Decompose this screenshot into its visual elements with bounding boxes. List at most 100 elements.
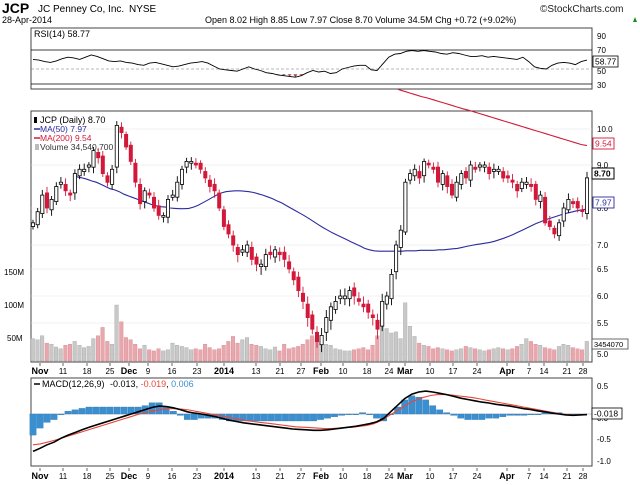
price-tick-6: 6.0 <box>597 292 609 301</box>
volume-bar <box>67 344 72 362</box>
volume-bar <box>212 349 217 362</box>
macd-hist-bar <box>366 413 373 415</box>
volume-bar <box>300 344 305 362</box>
chart-date: 28-Apr-2014 <box>2 15 52 25</box>
macd-hist-bar <box>183 413 191 420</box>
candle-body <box>571 201 576 205</box>
volume-bar <box>63 345 68 362</box>
candle-body <box>510 179 515 183</box>
x-axis-label: 7 <box>527 367 532 376</box>
price-tick-6-5: 6.5 <box>597 265 609 274</box>
price-legend: JCP (Daily) 8.70 MA(50) 7.97 MA(200) 9.5… <box>34 115 114 152</box>
macd-hist-bar <box>113 406 121 415</box>
volume-bar <box>417 342 422 362</box>
volume-bar <box>114 304 119 362</box>
candle-body <box>352 287 357 297</box>
macd-hist-bar <box>436 409 444 415</box>
candle-body <box>49 198 54 211</box>
candle-body <box>454 181 459 198</box>
macd-hist-bar <box>422 399 430 415</box>
macd-hist-bar <box>338 413 345 416</box>
candle-body <box>249 246 254 260</box>
candle-body <box>175 181 180 198</box>
macd-hist-bar <box>254 413 261 422</box>
macd-hist-bar <box>43 413 51 423</box>
candle-body <box>128 144 133 162</box>
candle-body <box>324 317 329 333</box>
volume-bars <box>30 302 589 362</box>
candle-body <box>431 166 436 170</box>
volume-bar <box>175 345 180 362</box>
volume-bar <box>375 335 380 362</box>
macd-hist-bar <box>352 413 359 415</box>
candle-body <box>300 292 305 302</box>
volume-bar <box>380 326 385 362</box>
macd-hist-bar <box>64 411 72 415</box>
x-axis-label: 24 <box>385 367 394 376</box>
x-axis-label: 24 <box>473 367 482 376</box>
candle-legend-icon <box>34 117 37 123</box>
volume-bar <box>156 348 161 362</box>
rsi-label: RSI(14) 58.77 <box>34 29 90 39</box>
volume-bar <box>95 335 100 362</box>
volume-bar <box>533 344 538 362</box>
volume-bar <box>352 349 357 362</box>
candle-body <box>207 179 212 187</box>
x-axis-label: 18 <box>83 367 92 376</box>
volume-bar <box>435 347 440 362</box>
volume-bar <box>454 349 459 362</box>
x-axis-label: 13 <box>252 367 261 376</box>
volume-bar <box>58 348 63 362</box>
volume-bar <box>431 348 436 362</box>
candle-body <box>561 207 566 222</box>
rsi-tick-top: 90 <box>597 32 606 41</box>
price-tick-7: 7.0 <box>597 241 609 250</box>
x-axis-label: Dec <box>121 471 138 481</box>
x-axis-label: 24 <box>473 472 482 481</box>
x-axis-label: 21 <box>276 472 285 481</box>
candle-body <box>468 164 473 181</box>
volume-bar <box>310 335 315 362</box>
candle-body <box>487 166 492 174</box>
volume-bar <box>240 339 245 362</box>
x-axis-label: 2014 <box>214 366 234 376</box>
candle-body <box>585 177 590 214</box>
x-axis-label: 10 <box>339 472 348 481</box>
volume-bar <box>384 328 389 362</box>
volume-bar <box>366 349 371 362</box>
x-axis-label: Mar <box>397 366 414 376</box>
macd-hist-bar <box>289 413 296 422</box>
volume-bar <box>389 332 394 362</box>
macd-hist-bar <box>296 413 303 422</box>
volume-bar <box>398 338 403 362</box>
macd-hist-bar <box>331 413 338 417</box>
volume-bar <box>449 350 454 362</box>
x-axis-label: 27 <box>297 367 306 376</box>
volume-bar <box>91 338 96 362</box>
chart-header: JCP JC Penney Co, Inc. NYSE ©StockCharts… <box>2 0 637 25</box>
macd-hist-bar <box>324 413 331 419</box>
volume-bar <box>221 345 226 362</box>
candle-body <box>422 160 427 177</box>
candle-body <box>366 303 371 313</box>
volume-bar <box>49 344 54 362</box>
candle-body <box>314 331 319 342</box>
candle-body <box>394 244 399 273</box>
price-tick-5: 5.0 <box>597 350 609 359</box>
candle-body <box>505 175 510 179</box>
candle-body <box>212 183 217 192</box>
x-axis-bottom: Nov 11 18 25 Dec 9 16 23 2014 13 21 27 Feb 10 18 24 Mar 1… <box>31 468 588 481</box>
candle-body <box>198 162 203 170</box>
candle-body <box>77 168 82 177</box>
x-axis-label: Apr <box>499 471 515 481</box>
candle-body <box>96 151 101 159</box>
candle-body <box>370 314 375 318</box>
price-tick-9: 9.0 <box>597 161 609 170</box>
macd-hist-bar <box>478 413 486 420</box>
rsi-panel: RSI(14) 58.77 90 70 50 30 58.77 <box>30 27 619 90</box>
volume-bar <box>128 339 133 362</box>
volume-tick-50m: 50M <box>7 334 23 343</box>
rsi-tick-50: 50 <box>597 67 606 76</box>
macd-hist-bar <box>162 406 170 415</box>
candle-body <box>515 183 520 192</box>
